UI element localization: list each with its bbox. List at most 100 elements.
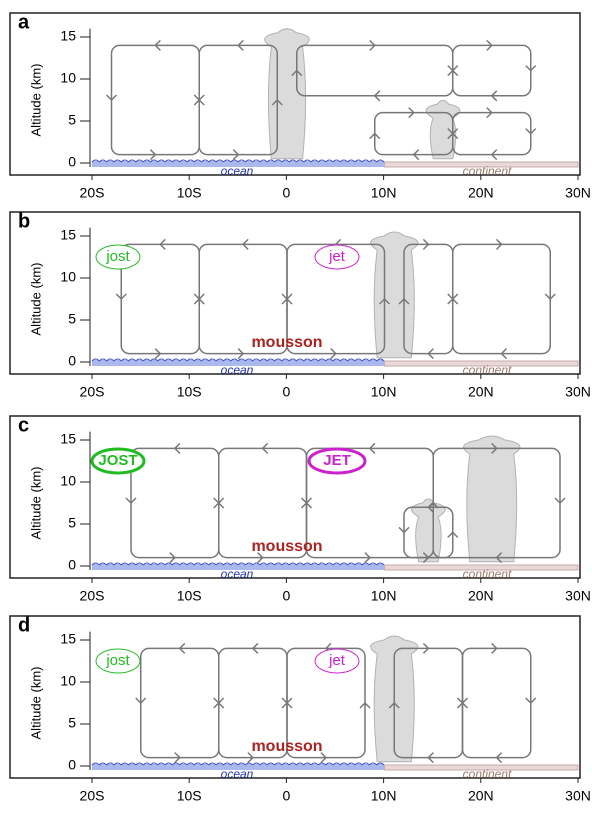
- x-tick-label: 0: [283, 185, 291, 201]
- arrow: [456, 697, 537, 709]
- ocean-surface: [92, 564, 385, 570]
- continent-surface: [384, 764, 579, 771]
- monsoon-label: mousson: [251, 538, 322, 555]
- y-axis-label: Altitude (km): [28, 667, 43, 740]
- arrow: [154, 238, 166, 360]
- arrow: [291, 65, 459, 77]
- x-tick-label: 10S: [177, 788, 202, 804]
- jet-right-label: jet: [328, 248, 346, 265]
- arrow: [486, 107, 498, 161]
- x-tick-label: 20N: [468, 588, 494, 604]
- panel: b Altitude (km) 0 5 10 15 ocean continent 20S 10S…: [9, 210, 591, 400]
- jet-left-label: JOST: [98, 452, 137, 469]
- ocean-label: ocean: [221, 164, 254, 178]
- cloud: [370, 231, 419, 359]
- jet-ellipse: [314, 648, 360, 674]
- x-tick-label: 10N: [371, 185, 397, 201]
- arrow: [495, 238, 508, 360]
- x-tick-label: 10N: [371, 788, 397, 804]
- panel-letter: b: [18, 210, 30, 232]
- arrow: [247, 642, 259, 764]
- arrow: [422, 642, 434, 764]
- ocean-waves: [91, 159, 385, 163]
- circulation-cell: [140, 647, 220, 759]
- panel-letter: d: [18, 614, 30, 636]
- x-tick-label: 10N: [371, 384, 397, 400]
- jet-right-label: JET: [323, 452, 351, 469]
- y-tick-label: 10: [60, 269, 76, 285]
- y-tick-label: 15: [60, 28, 76, 44]
- continent-surface: [384, 564, 579, 571]
- arrow: [447, 128, 537, 140]
- jet-left-label: jost: [105, 248, 130, 265]
- arrow: [398, 526, 459, 538]
- arrow: [125, 497, 225, 509]
- ocean-waves: [91, 358, 385, 362]
- arrow: [232, 39, 244, 161]
- x-tick-label: 20N: [468, 185, 494, 201]
- x-tick-label: 30N: [565, 185, 591, 201]
- x-tick-label: 30N: [565, 788, 591, 804]
- arrow: [447, 293, 556, 305]
- y-axis-label: Altitude (km): [28, 263, 43, 336]
- arrow: [257, 442, 269, 564]
- monsoon-label: mousson: [251, 738, 322, 755]
- panel: d Altitude (km) 0 5 10 15 ocean continent 20S 10S…: [9, 614, 591, 804]
- x-tick-label: 0: [283, 588, 291, 604]
- arrow: [364, 442, 376, 564]
- jet-ellipse: [314, 244, 360, 270]
- y-tick-label: 15: [60, 431, 76, 447]
- arrow: [369, 39, 381, 102]
- x-tick-label: 20N: [468, 788, 494, 804]
- ocean-surface: [92, 161, 385, 167]
- circulation-cell: [461, 647, 532, 759]
- y-tick-label: 0: [68, 154, 76, 170]
- x-tick-label: 30N: [565, 384, 591, 400]
- ocean-surface: [92, 764, 385, 770]
- panel-letter: c: [18, 414, 29, 436]
- x-tick-label: 10N: [371, 588, 397, 604]
- continent-surface: [384, 161, 579, 168]
- panel: a Altitude (km) 0 5 10 15 ocean continent 20S 10S…: [9, 11, 591, 201]
- ocean-label: ocean: [221, 767, 254, 781]
- circulation-cell: [198, 44, 278, 156]
- jet-ellipse: [90, 447, 146, 475]
- y-tick-label: 0: [68, 557, 76, 573]
- arrow: [491, 442, 503, 564]
- y-tick-label: 5: [68, 715, 76, 731]
- y-tick-label: 10: [60, 473, 76, 489]
- cloud: [264, 28, 310, 160]
- panel-letter: a: [18, 11, 30, 33]
- jet-right-label: jet: [328, 652, 346, 669]
- x-tick-label: 10S: [177, 384, 202, 400]
- y-tick-label: 5: [68, 311, 76, 327]
- arrow: [193, 293, 293, 305]
- arrow: [237, 238, 249, 360]
- jet-left-label: jost: [105, 652, 130, 669]
- circulation-cell: [452, 243, 551, 355]
- x-tick-label: 30N: [565, 588, 591, 604]
- continent-label: continent: [463, 363, 512, 377]
- jet-ellipse: [95, 244, 141, 270]
- y-tick-label: 5: [68, 515, 76, 531]
- circulation-cell: [110, 44, 200, 156]
- arrow: [422, 501, 434, 564]
- continent-label: continent: [463, 567, 512, 581]
- y-tick-label: 0: [68, 353, 76, 369]
- cloud: [411, 498, 446, 563]
- y-tick-label: 5: [68, 112, 76, 128]
- continent-surface: [384, 360, 579, 367]
- panel: c Altitude (km) 0 5 10 15 ocean continent 20S 10S…: [9, 414, 591, 604]
- cloud: [463, 435, 521, 563]
- continent-label: continent: [463, 164, 512, 178]
- y-tick-label: 10: [60, 70, 76, 86]
- continent-label: continent: [463, 767, 512, 781]
- arrow: [281, 697, 371, 709]
- arrow: [149, 39, 161, 161]
- monsoon-label: mousson: [251, 334, 322, 351]
- x-tick-label: 20S: [80, 185, 105, 201]
- y-tick-label: 15: [60, 631, 76, 647]
- circulation-cell: [296, 44, 454, 97]
- y-tick-label: 0: [68, 757, 76, 773]
